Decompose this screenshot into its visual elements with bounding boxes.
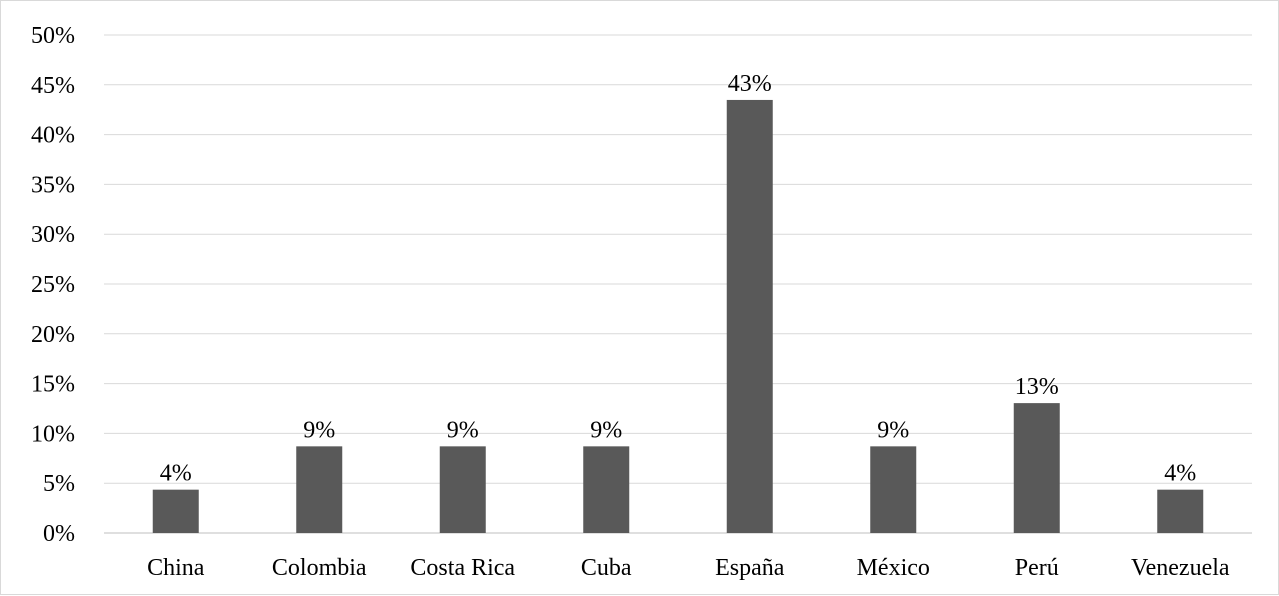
x-category-label: Costa Rica [410,555,515,581]
y-tick-label: 15% [31,372,75,398]
x-category-label: Venezuela [1131,555,1230,581]
y-tick-label: 50% [31,23,75,49]
y-tick-label: 20% [31,322,75,348]
data-label: 4% [160,461,192,487]
data-labels: 4% 9% 9% 9% 43% 9% 13% 4% [160,71,1197,487]
bars [152,99,1204,533]
bar [296,446,343,533]
y-axis-ticks: 0% 5% 10% 15% 20% 25% 30% 35% 40% 45% 50% [31,23,75,547]
x-category-label: Cuba [581,555,632,581]
x-axis-categories: China Colombia Costa Rica Cuba España México P… [147,555,1230,581]
bar [583,446,630,533]
y-tick-label: 35% [31,172,75,198]
bar [1157,489,1204,533]
data-label: 4% [1164,461,1196,487]
data-label: 9% [590,417,622,443]
gridlines [104,34,1252,534]
y-tick-label: 45% [31,73,75,99]
bar [726,99,773,533]
bar [870,446,917,533]
y-tick-label: 30% [31,222,75,248]
y-tick-label: 10% [31,421,75,447]
bar [439,446,486,533]
y-tick-label: 5% [43,471,75,497]
x-category-label: Colombia [272,555,367,581]
y-tick-label: 40% [31,123,75,149]
x-category-label: Perú [1015,555,1059,581]
bar [152,489,199,533]
y-tick-label: 0% [43,521,75,547]
data-label: 43% [728,71,772,97]
x-category-label: México [857,555,930,581]
data-label: 9% [447,417,479,443]
data-label: 9% [303,417,335,443]
data-label: 13% [1015,374,1059,400]
data-label: 9% [877,417,909,443]
bar [1013,403,1060,533]
x-category-label: España [715,555,785,581]
y-tick-label: 25% [31,272,75,298]
x-category-label: China [147,555,205,581]
